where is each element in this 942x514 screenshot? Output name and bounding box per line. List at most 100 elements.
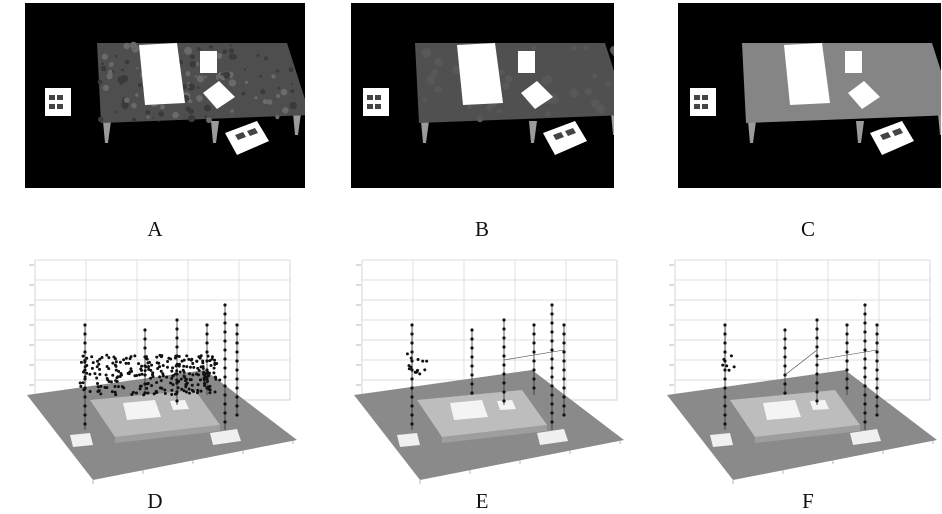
cloud-point [201, 367, 205, 371]
cloud-point [722, 357, 726, 361]
cloud-point [182, 364, 186, 368]
texture-speckle [497, 108, 502, 114]
trajectory-point [502, 399, 506, 403]
texture-speckle [124, 59, 130, 65]
cloud-point [182, 358, 186, 362]
trajectory-point [532, 323, 536, 327]
box-detail [49, 104, 55, 109]
trajectory-point [83, 395, 87, 399]
cloud-point [725, 364, 729, 368]
texture-speckle [196, 47, 201, 51]
texture-speckle [135, 93, 139, 97]
trajectory-point [223, 375, 227, 379]
cloud-point [196, 388, 200, 392]
trajectory-point [783, 346, 787, 350]
trajectory-point [550, 411, 554, 415]
cloud-point [184, 377, 188, 381]
texture-speckle [160, 104, 165, 110]
cloud-point [93, 372, 97, 376]
texture-speckle [254, 96, 258, 100]
panel-label-a: A [147, 217, 163, 241]
cloud-point [179, 377, 183, 381]
cloud-point [175, 369, 179, 373]
cloud-point [187, 391, 191, 395]
texture-speckle [123, 42, 130, 50]
scene-a-svg [45, 41, 305, 155]
trajectory-point [205, 368, 209, 372]
cloud-point [137, 362, 141, 366]
cloud-point [171, 383, 175, 387]
trajectory-point [532, 350, 536, 354]
table-leg [211, 121, 219, 143]
cloud-point [90, 366, 94, 370]
cloud-point [114, 368, 118, 372]
trajectory-point [143, 328, 147, 332]
table-leg [293, 113, 301, 135]
trajectory-point [223, 357, 227, 361]
cloud-point [163, 388, 167, 392]
trajectory-point [845, 323, 849, 327]
trajectory-point [550, 303, 554, 307]
cloud-point [131, 390, 135, 394]
trajectory-point [550, 366, 554, 370]
cloud-point [197, 355, 201, 359]
trajectory-point [723, 341, 727, 345]
box-left [690, 88, 716, 116]
trajectory-point [410, 341, 414, 345]
cloud-point [191, 361, 195, 365]
trajectory-point [783, 355, 787, 359]
cloud-point [145, 386, 149, 390]
cloud-point [189, 378, 193, 382]
trajectory-point [470, 382, 474, 386]
trajectory-point [235, 341, 239, 345]
cloud-point [97, 389, 101, 393]
texture-speckle [216, 52, 223, 59]
box-detail [702, 95, 708, 100]
cloud-point [154, 391, 158, 395]
trajectory-point [502, 345, 506, 349]
table-leg [421, 121, 429, 143]
cloud-point [124, 361, 128, 365]
cloud-point [721, 363, 725, 367]
texture-speckle [184, 46, 192, 55]
trajectory-point [562, 332, 566, 336]
texture-speckle [228, 79, 237, 87]
texture-speckle [592, 73, 598, 79]
cloud-point [112, 355, 116, 359]
cloud-point [143, 369, 147, 373]
texture-speckle [146, 115, 150, 119]
trajectory-point [845, 386, 849, 390]
cloud-point [212, 371, 216, 375]
texture-speckle [275, 114, 280, 120]
box-detail [235, 132, 246, 140]
cloud-point [96, 359, 100, 363]
cloud-point [163, 391, 167, 395]
cloud-point [173, 392, 177, 396]
cloud-point [212, 366, 216, 370]
cloud-point [165, 375, 169, 379]
table-top [415, 43, 614, 123]
texture-speckle [421, 47, 432, 58]
plot-panel-f [645, 255, 940, 485]
trajectory-point [532, 377, 536, 381]
trajectory-point [723, 368, 727, 372]
cloud-point [88, 390, 92, 394]
trajectory-point [83, 422, 87, 426]
texture-speckle [189, 60, 197, 68]
texture-speckle [277, 86, 281, 90]
texture-speckle [571, 45, 578, 51]
texture-speckle [228, 53, 235, 60]
cloud-point [421, 359, 425, 363]
table-leg [748, 121, 756, 143]
trajectory-point [562, 377, 566, 381]
cloud-point [199, 365, 203, 369]
cloud-point [81, 354, 85, 358]
cloud-point [185, 365, 189, 369]
cloud-point [118, 360, 122, 364]
cloud-point [140, 364, 144, 368]
trajectory-point [875, 341, 879, 345]
cloud-point [203, 381, 207, 385]
cloud-point [159, 379, 163, 383]
cloud-point [81, 381, 85, 385]
trajectory-point [562, 341, 566, 345]
